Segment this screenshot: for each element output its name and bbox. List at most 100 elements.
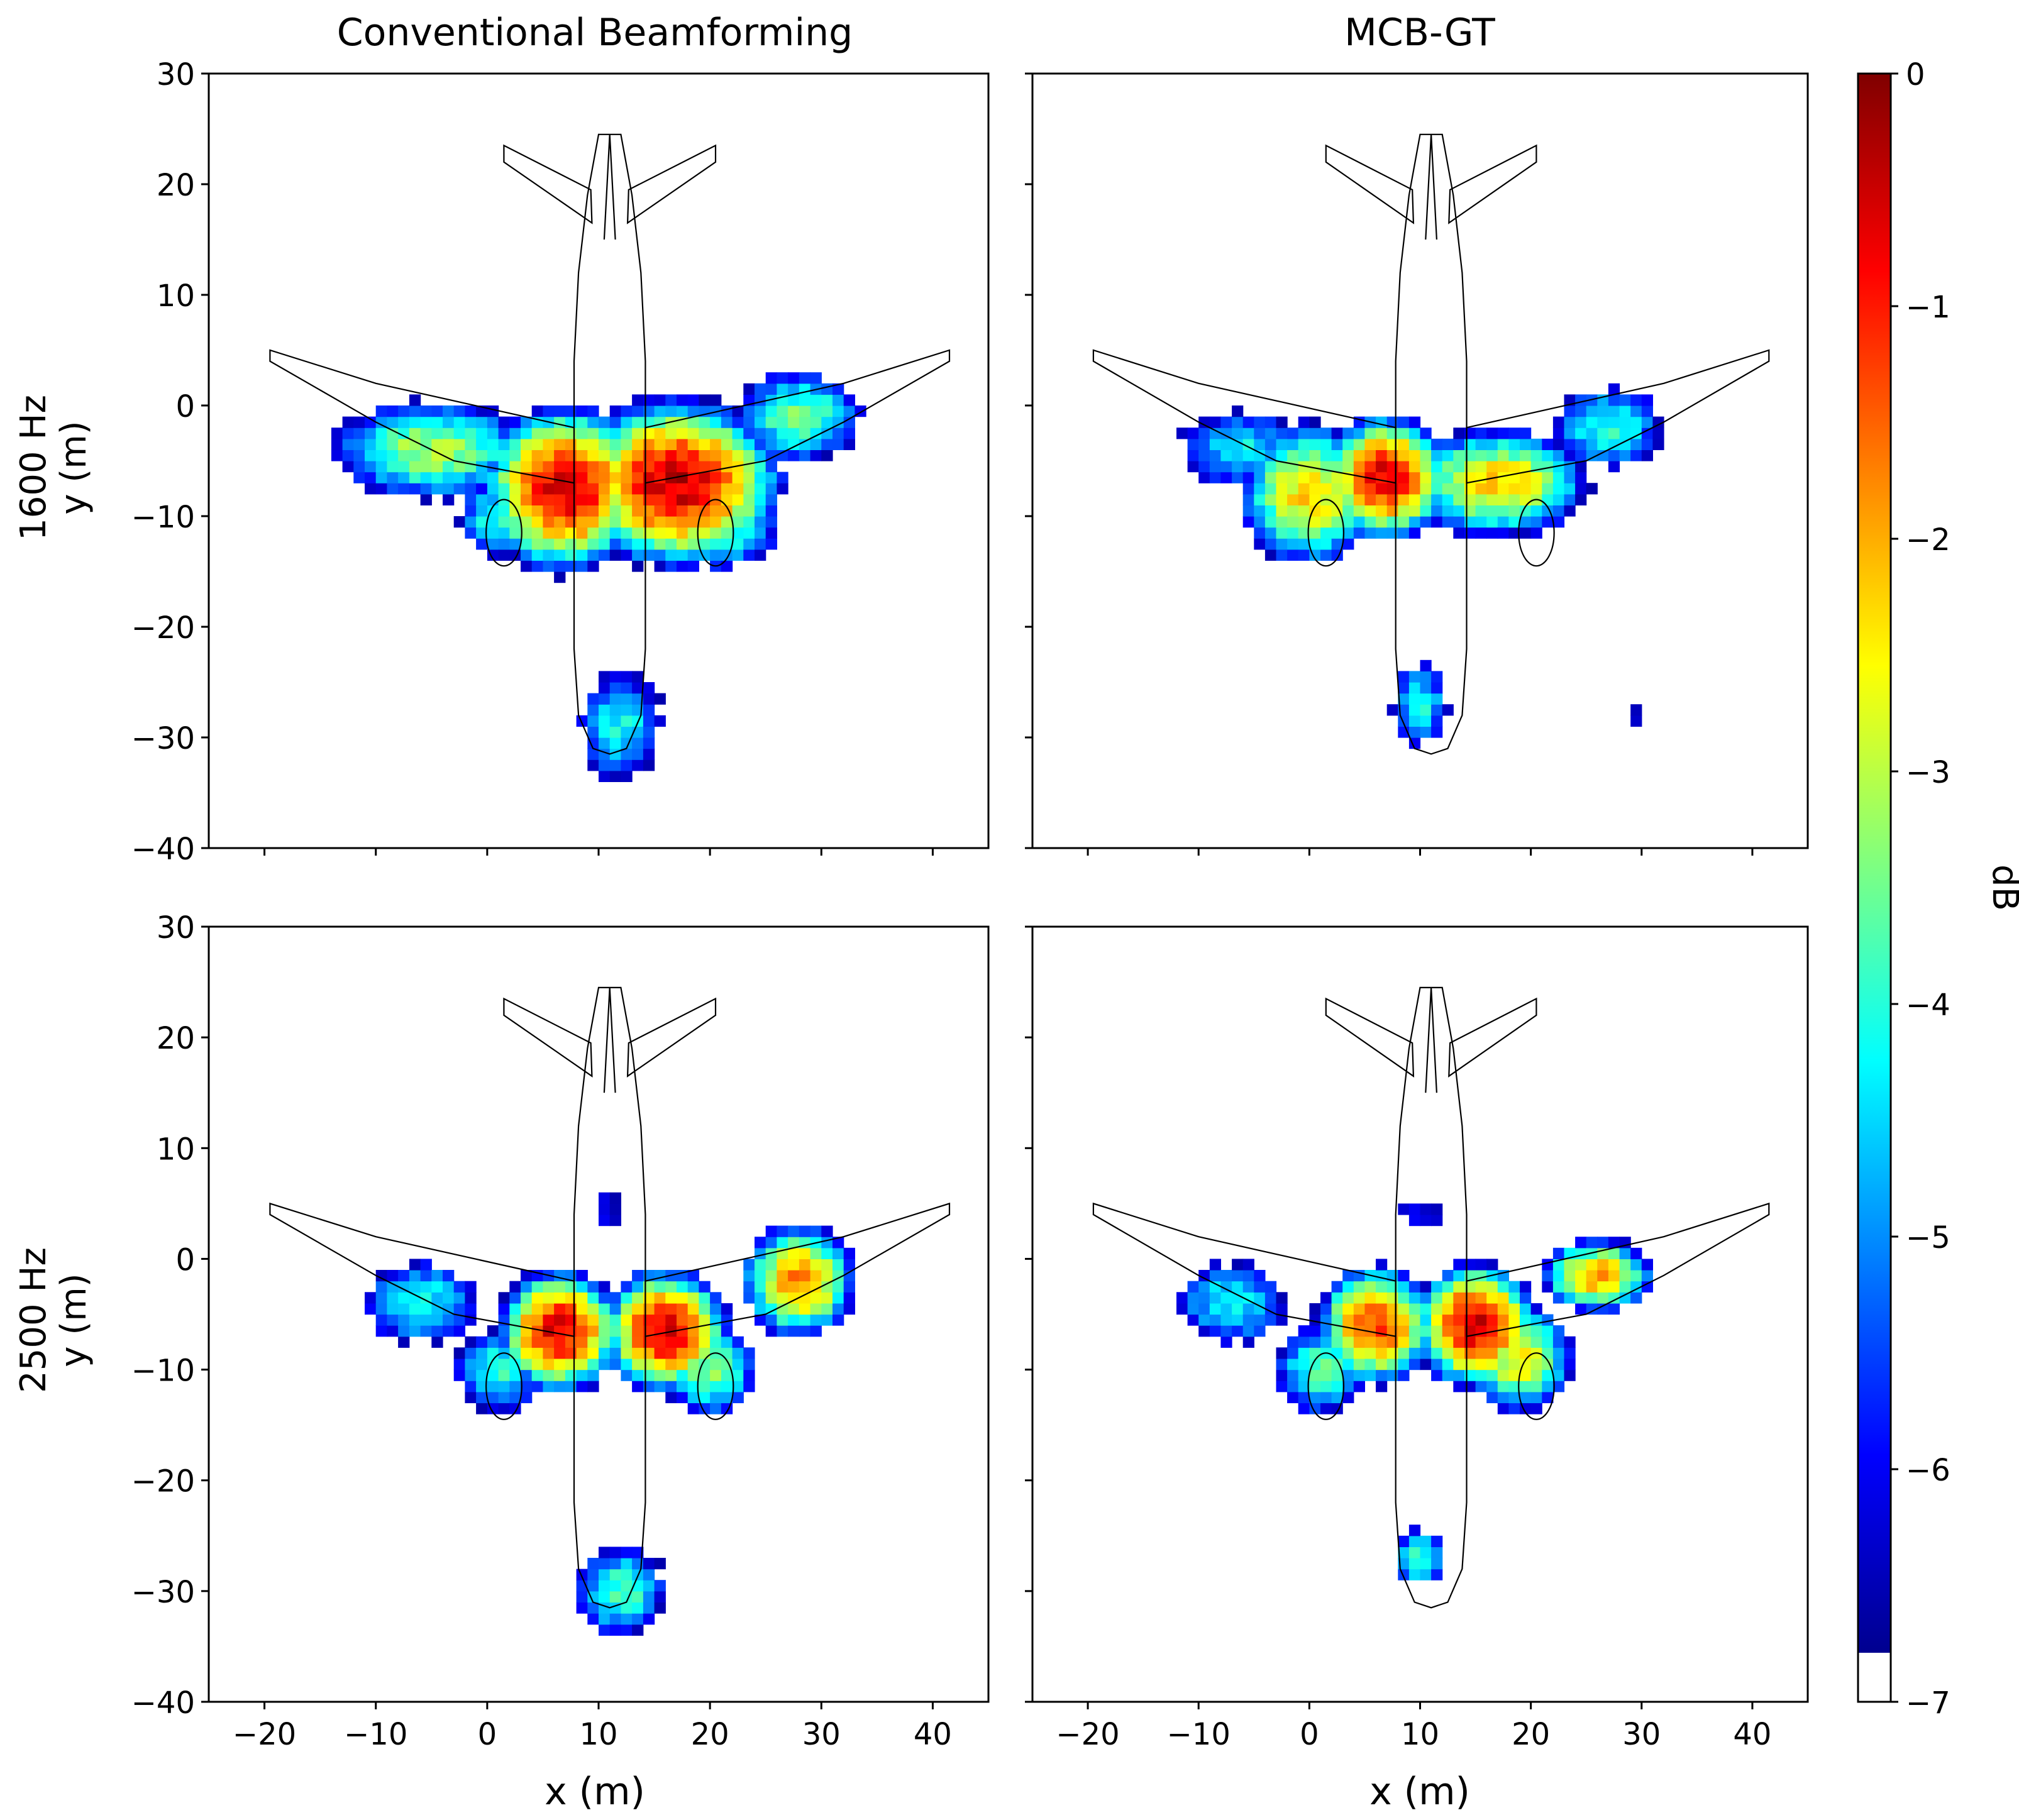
heatmap-cell [1542,1336,1554,1348]
heatmap-cell [1552,472,1565,483]
heatmap-cell [843,1303,855,1315]
heatmap-cell [1520,1314,1532,1326]
heatmap-cell [1298,427,1310,439]
heatmap-cell [677,505,689,517]
heatmap-cell [732,1336,744,1348]
heatmap-cell [1232,1292,1244,1304]
heatmap-cell [1520,1325,1532,1337]
heatmap-cell [699,1314,711,1326]
y-tick-label: −40 [131,832,195,867]
heatmap-cell [677,1359,689,1371]
heatmap-cell [1386,461,1398,473]
heatmap-cell [398,461,410,473]
heatmap-cell [765,1314,777,1326]
heatmap-cell [487,438,499,450]
heatmap-cell [1564,1259,1576,1271]
heatmap-cell [576,538,588,550]
heatmap-cell [1575,1281,1587,1293]
heatmap-cell [1619,1259,1631,1271]
heatmap-cell [521,427,533,439]
heatmap-cell [1242,449,1254,461]
heatmap-cell [476,505,488,517]
heatmap-cell [665,494,677,505]
heatmap-cell [677,549,689,561]
heatmap-cell [420,1325,432,1337]
heatmap-cell [1586,1303,1598,1315]
heatmap-cell [1475,1347,1487,1359]
heatmap-cell [843,405,855,417]
heatmap-cell [599,1281,611,1293]
heatmap-cell [621,1569,633,1580]
heatmap-cell [1431,483,1443,495]
heatmap-cell [1530,472,1542,483]
heatmap-cell [755,494,766,505]
heatmap-cell [1364,527,1376,539]
heatmap-cell [632,505,644,517]
heatmap-cell [1386,1303,1398,1315]
heatmap-cell [498,1359,510,1371]
heatmap-cell [1398,1336,1410,1348]
heatmap-cell [699,449,711,461]
heatmap-cell [1442,461,1454,473]
heatmap-cell [765,438,777,450]
heatmap-cell [465,1347,477,1359]
heatmap-cell [1542,438,1554,450]
heatmap-cell [599,1215,611,1227]
heatmap-cell [743,494,755,505]
heatmap-cell [777,1314,788,1326]
heatmap-cell [1475,1314,1487,1326]
heatmap-cell [1320,1403,1332,1415]
heatmap-cell [1530,483,1542,495]
heatmap-cell [1431,1547,1443,1558]
heatmap-cell [431,483,443,495]
row-label-2500hz: 2500 Hz [13,1247,54,1393]
heatmap-cell [1408,726,1421,738]
heatmap-cell [576,405,588,417]
heatmap-cell [699,1369,711,1381]
heatmap-cell [843,1259,855,1271]
heatmap-cell [699,427,711,439]
heatmap-cell [1453,438,1465,450]
heatmap-cell [632,560,644,572]
heatmap-cell [1508,1403,1520,1415]
heatmap-cell [599,1580,611,1592]
heatmap-cell [609,704,621,716]
heatmap-cell [1187,438,1199,450]
heatmap-cell [1420,659,1432,671]
heatmap-cell [810,427,822,439]
heatmap-cell [1564,449,1576,461]
heatmap-cell [654,449,666,461]
heatmap-cell [1520,1292,1532,1304]
heatmap-cell [1320,549,1332,561]
heatmap-cell [1442,438,1454,450]
heatmap-cell [576,1325,588,1337]
heatmap-cell [1220,461,1232,473]
heatmap-cell [531,427,543,439]
heatmap-cell [554,527,566,539]
heatmap-cell [1586,438,1598,450]
heatmap-cell [721,483,733,495]
colorbar: 0−1−2−3−4−5−6−7 dB [1857,57,2019,1721]
heatmap-cell [1641,427,1653,439]
heatmap-cell [1376,1270,1388,1282]
heatmap-cell [1520,1303,1532,1315]
heatmap-cell [1420,449,1432,461]
heatmap-cell [810,372,822,384]
heatmap-cell [1331,527,1343,539]
colorbar-tick-label: −3 [1906,755,1950,790]
heatmap-cell [1420,483,1432,495]
heatmap-cell [609,416,621,428]
heatmap-cell [1552,494,1565,505]
heatmap-cell [1242,1259,1254,1271]
heatmap-cell [375,461,387,473]
heatmap-cell [1264,516,1277,528]
heatmap-cell [420,427,432,439]
heatmap-cell [498,1403,510,1415]
heatmap-cell [1641,438,1653,450]
heatmap-cell [1276,494,1288,505]
heatmap-cell [1564,1359,1576,1371]
heatmap-cell [1364,494,1376,505]
heatmap-cell [843,1292,855,1304]
heatmap-cell [1475,427,1487,439]
heatmap-cell [1564,1369,1576,1381]
